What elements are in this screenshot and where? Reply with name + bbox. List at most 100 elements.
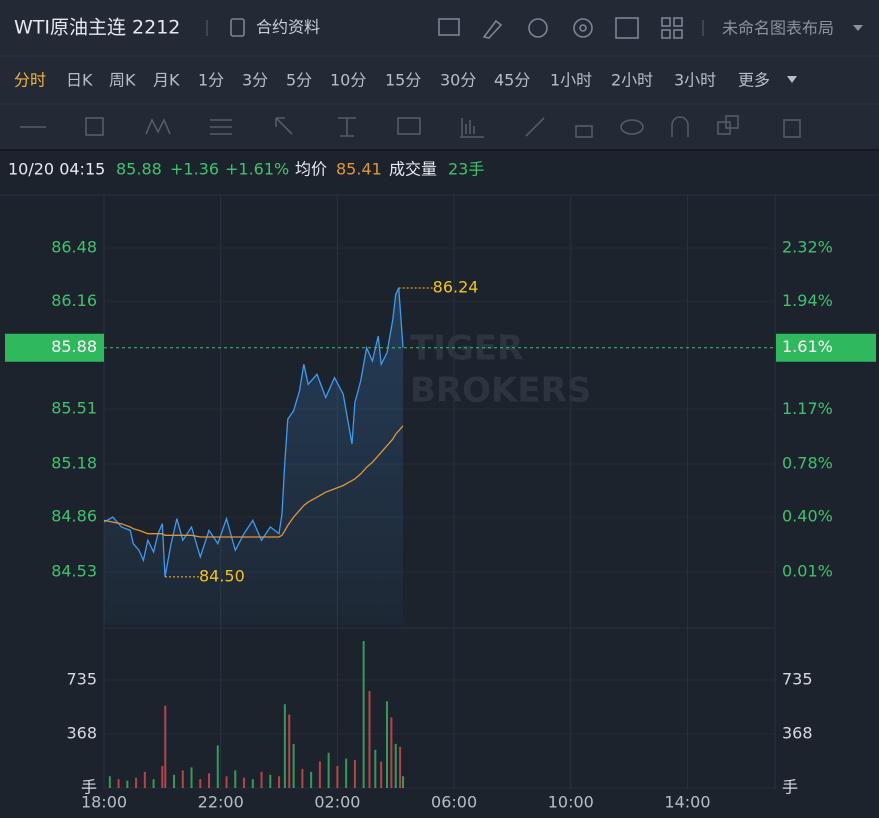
period-tabs: 分时 日K 周K 月K 1分 3分 5分 10分 15分 30分 45分 1小时 2小时 3小时 更多 [14,71,797,90]
y2-tick-label: 0.40% [782,507,833,526]
price-line [103,287,404,578]
period-tab[interactable]: 15分 [385,71,421,90]
title: WTI原油主连 2212 [14,17,180,39]
chart: 84.53 84.86 85.18 85.51 86.16 86.48 0.01% 0.40%… [5,195,876,812]
volume-bar [161,765,164,788]
value-label: 84.50 [199,566,245,585]
volume-bar [135,777,138,788]
volume-bar [353,760,356,788]
average-line [103,425,404,538]
current-price-label: 85.88 [51,337,97,356]
dropdown-arrow [787,76,797,83]
volume-bar [310,771,313,788]
volume-bar [283,704,286,788]
volume-bar [269,774,272,788]
x-tick-label: 18:00 [81,793,127,812]
volume-bar [288,714,291,788]
y-tick-label: 84.53 [51,561,97,580]
period-tab[interactable]: 5分 [286,71,312,90]
volume-bar [390,717,393,788]
y2-tick-label: 1.17% [782,399,833,418]
period-tab[interactable]: 2小时 [611,71,653,90]
value-label: 86.24 [433,277,479,296]
volume-bar [126,780,129,788]
info-volume: 23手 [448,160,484,179]
x-tick-label: 02:00 [314,793,360,812]
y2-tick-label: 2.32% [782,238,833,257]
volume-bar [374,749,377,788]
volume-bar [327,752,330,788]
volume-bar [152,779,155,788]
volume-bar [399,746,402,788]
y-tick-label: 368 [66,723,97,742]
y-tick-label-right: 735 [782,669,813,688]
volume-bar [190,767,193,788]
y2-tick-label: 0.01% [782,561,833,580]
period-tab[interactable]: 周K [109,71,136,90]
period-tab[interactable]: 月K [153,71,180,90]
volume-bar [368,690,371,788]
volume-bar [225,776,228,788]
doc-icon[interactable] [230,18,245,37]
period-tab[interactable]: 45分 [494,71,530,90]
volume-bar [385,701,388,788]
volume-bar [173,774,176,788]
x-tick-label: 22:00 [198,793,244,812]
volume-bar [208,773,211,788]
volume-bar [199,779,202,788]
drawing-tools[interactable] [20,115,801,138]
period-tab[interactable]: 3小时 [674,71,716,90]
volume-bar [345,758,348,788]
period-tab[interactable]: 3分 [242,71,268,90]
period-tab[interactable]: 1分 [198,71,224,90]
plot-area [104,195,775,818]
volume-bar [234,770,237,788]
period-tab[interactable]: 日K [66,71,93,90]
period-tab[interactable]: 更多 [738,71,770,90]
period-tab[interactable]: 分时 [14,71,46,90]
volume-bar [301,768,304,788]
volume-bar [143,771,146,788]
info-change-pct: +1.61% [225,160,289,179]
info-avg: 85.41 [336,160,382,179]
volume-bar [216,745,219,788]
info-time: 10/20 04:15 [8,160,105,179]
period-tab[interactable]: 30分 [440,71,476,90]
volume-bar [278,776,281,788]
layout-name[interactable]: 未命名图表布局 [722,19,834,38]
volume-bar [251,779,254,788]
volume-bar [292,743,295,788]
x-tick-label: 14:00 [664,793,710,812]
current-pct-label: 1.61% [782,337,833,356]
current-price-badge [5,333,104,362]
info-volume-label: 成交量 [389,160,437,179]
info-change: +1.36 [170,160,219,179]
top-icons[interactable] [438,17,683,39]
volume-bar [362,641,365,788]
volume-bar [260,771,263,788]
period-tab[interactable]: 10分 [330,71,366,90]
volume-bar [336,765,339,788]
tool-bar [0,104,879,150]
volume-bar [164,705,167,788]
volume-bar [394,743,397,788]
price-area [104,288,404,625]
y2-tick-label: 1.94% [782,291,833,310]
x-tick-label: 10:00 [548,793,594,812]
y-tick-label: 手 [81,778,97,797]
volume-bar [243,777,246,788]
y-tick-label: 85.51 [51,399,97,418]
y-tick-label-right: 368 [782,723,813,742]
contract-info[interactable]: 合约资料 [256,18,320,37]
y-tick-label-right: 手 [782,778,798,797]
y-tick-label: 85.18 [51,453,97,472]
x-tick-label: 06:00 [431,793,477,812]
volume-bar [117,779,120,788]
y-tick-label: 84.86 [51,507,97,526]
volume-bar [402,776,405,788]
period-tab[interactable]: 1小时 [550,71,592,90]
volume-bar [181,770,184,788]
current-pct-badge [776,333,876,362]
